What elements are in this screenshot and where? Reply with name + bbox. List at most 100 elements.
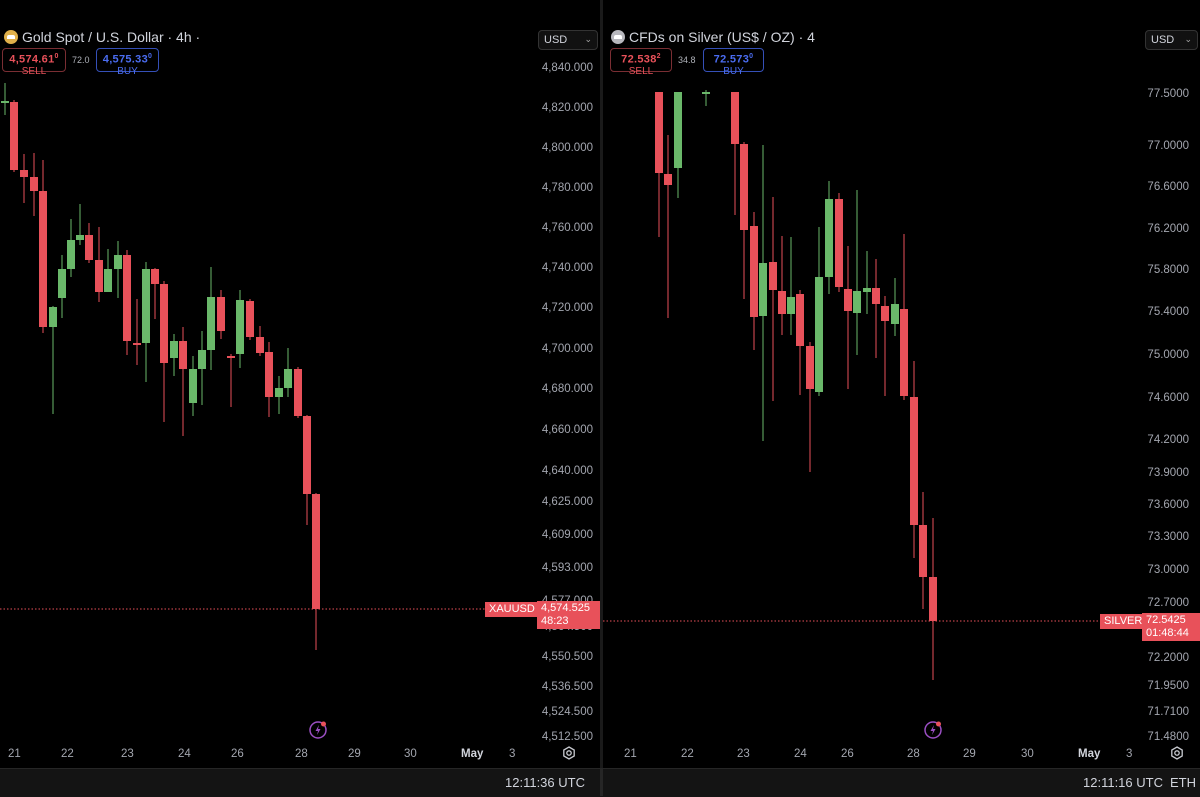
x-axis-tick: 30 bbox=[1021, 748, 1034, 760]
gear-icon[interactable] bbox=[562, 746, 576, 760]
y-axis-tick: 72.2000 bbox=[1147, 652, 1189, 664]
sell-label: SELL bbox=[628, 65, 654, 77]
x-axis-tick: 3 bbox=[1126, 748, 1133, 760]
candle bbox=[655, 92, 663, 173]
candle bbox=[133, 343, 141, 345]
x-axis-tick: 22 bbox=[61, 748, 74, 760]
buy-button[interactable]: 4,575.330 BUY bbox=[96, 48, 159, 77]
candle bbox=[806, 346, 814, 389]
candle bbox=[1, 101, 9, 103]
clock-time[interactable]: 12:11:36 UTC bbox=[505, 775, 585, 790]
candle bbox=[750, 226, 758, 317]
buy-button[interactable]: 72.5730 BUY bbox=[703, 48, 764, 77]
candle bbox=[919, 525, 927, 577]
candle bbox=[123, 255, 131, 341]
chevron-down-icon: ⌄ bbox=[584, 34, 592, 44]
candle bbox=[835, 199, 843, 287]
symbol-title-text: Gold Spot / U.S. Dollar · 4h · bbox=[22, 29, 201, 45]
candle bbox=[863, 288, 871, 292]
symbol-title[interactable]: CFDs on Silver (US$ / OZ) · 4 bbox=[611, 29, 815, 45]
y-axis-tick: 4,640.000 bbox=[541, 465, 593, 477]
candle bbox=[778, 291, 786, 314]
currency-value: USD bbox=[1151, 34, 1175, 46]
buy-label: BUY bbox=[723, 65, 744, 77]
y-axis-tick: 4,740.000 bbox=[541, 262, 593, 274]
x-axis-tick: 28 bbox=[295, 748, 308, 760]
y-axis-tick: 4,800.000 bbox=[541, 142, 593, 154]
candle bbox=[275, 388, 283, 397]
x-axis-tick: 23 bbox=[737, 748, 750, 760]
y-axis-tick: 4,660.000 bbox=[541, 424, 593, 436]
y-axis-tick: 76.2000 bbox=[1147, 223, 1189, 235]
y-axis-tick: 77.0000 bbox=[1147, 140, 1189, 152]
x-axis-tick: 24 bbox=[178, 748, 191, 760]
bar-countdown: 01:48:44 bbox=[1146, 627, 1189, 639]
x-axis-tick: 28 bbox=[907, 748, 920, 760]
x-axis-tick: 26 bbox=[841, 748, 854, 760]
candle bbox=[731, 92, 739, 144]
lightning-alert-icon[interactable] bbox=[923, 720, 943, 740]
candle bbox=[207, 297, 215, 350]
x-axis-tick: May bbox=[461, 748, 484, 760]
candle bbox=[104, 269, 112, 292]
buy-price: 4,575.330 bbox=[102, 53, 153, 66]
y-axis-tick: 4,780.000 bbox=[541, 182, 593, 194]
last-price-tag: 4,574.525 48:23 bbox=[537, 601, 600, 629]
candle bbox=[815, 277, 823, 392]
y-axis-tick: 76.6000 bbox=[1147, 181, 1189, 193]
symbol-price-tag: XAUUSD bbox=[485, 602, 539, 617]
y-axis-tick: 73.3000 bbox=[1147, 531, 1189, 543]
x-axis-tick: 24 bbox=[794, 748, 807, 760]
candle bbox=[85, 235, 93, 260]
buy-label: BUY bbox=[117, 65, 138, 77]
y-axis-tick: 4,820.000 bbox=[541, 102, 593, 114]
candle bbox=[265, 352, 273, 397]
last-price-tag: 72.5425 01:48:44 bbox=[1142, 613, 1200, 641]
candle bbox=[76, 235, 84, 240]
sell-button[interactable]: 72.5382 SELL bbox=[610, 48, 672, 77]
y-axis-tick: 4,720.000 bbox=[541, 302, 593, 314]
y-axis-tick: 4,609.000 bbox=[541, 529, 593, 541]
candle bbox=[702, 92, 710, 94]
candle bbox=[67, 240, 75, 269]
y-axis-tick: 73.0000 bbox=[1147, 564, 1189, 576]
bar-countdown: 48:23 bbox=[541, 615, 569, 627]
buy-price: 72.5730 bbox=[713, 53, 754, 66]
x-axis-tick: 30 bbox=[404, 748, 417, 760]
candle bbox=[284, 369, 292, 388]
last-price-value: 72.5425 bbox=[1146, 614, 1186, 626]
silver-coin-icon bbox=[611, 30, 625, 44]
y-axis-tick: 73.9000 bbox=[1147, 467, 1189, 479]
y-axis-tick: 4,760.000 bbox=[541, 222, 593, 234]
y-axis-tick: 77.5000 bbox=[1147, 88, 1189, 100]
x-axis-tick: 26 bbox=[231, 748, 244, 760]
y-axis-tick: 71.7100 bbox=[1147, 706, 1189, 718]
x-axis-tick: 21 bbox=[624, 748, 637, 760]
y-axis-tick: 74.6000 bbox=[1147, 392, 1189, 404]
symbol-title-text: CFDs on Silver (US$ / OZ) · 4 bbox=[629, 29, 815, 45]
candle bbox=[312, 494, 320, 609]
clock-time[interactable]: 12:11:16 UTC bbox=[1083, 775, 1163, 790]
panel-divider[interactable] bbox=[600, 0, 603, 796]
currency-select[interactable]: USD ⌄ bbox=[1145, 30, 1198, 50]
x-axis-tick: 29 bbox=[348, 748, 361, 760]
lightning-alert-icon[interactable] bbox=[308, 720, 328, 740]
candle bbox=[759, 263, 767, 316]
sell-price: 4,574.610 bbox=[9, 53, 59, 66]
gear-icon[interactable] bbox=[1170, 746, 1184, 760]
candle bbox=[246, 301, 254, 337]
y-axis-tick: 75.0000 bbox=[1147, 349, 1189, 361]
y-axis-tick: 4,700.000 bbox=[541, 343, 593, 355]
gold-chart-panel[interactable]: Gold Spot / U.S. Dollar · 4h · 4,574.610… bbox=[0, 0, 600, 796]
x-axis-tick: 22 bbox=[681, 748, 694, 760]
symbol-title[interactable]: Gold Spot / U.S. Dollar · 4h · bbox=[4, 29, 200, 45]
y-axis-tick: 72.7000 bbox=[1147, 597, 1189, 609]
currency-value: USD bbox=[544, 34, 568, 46]
session-toggle[interactable]: ETH bbox=[1170, 775, 1196, 790]
sell-button[interactable]: 4,574.610 SELL bbox=[2, 48, 66, 77]
silver-chart-panel[interactable]: CFDs on Silver (US$ / OZ) · 4 72.5382 SE… bbox=[603, 0, 1200, 796]
candle bbox=[179, 341, 187, 369]
currency-select[interactable]: USD ⌄ bbox=[538, 30, 598, 50]
candle bbox=[872, 288, 880, 304]
